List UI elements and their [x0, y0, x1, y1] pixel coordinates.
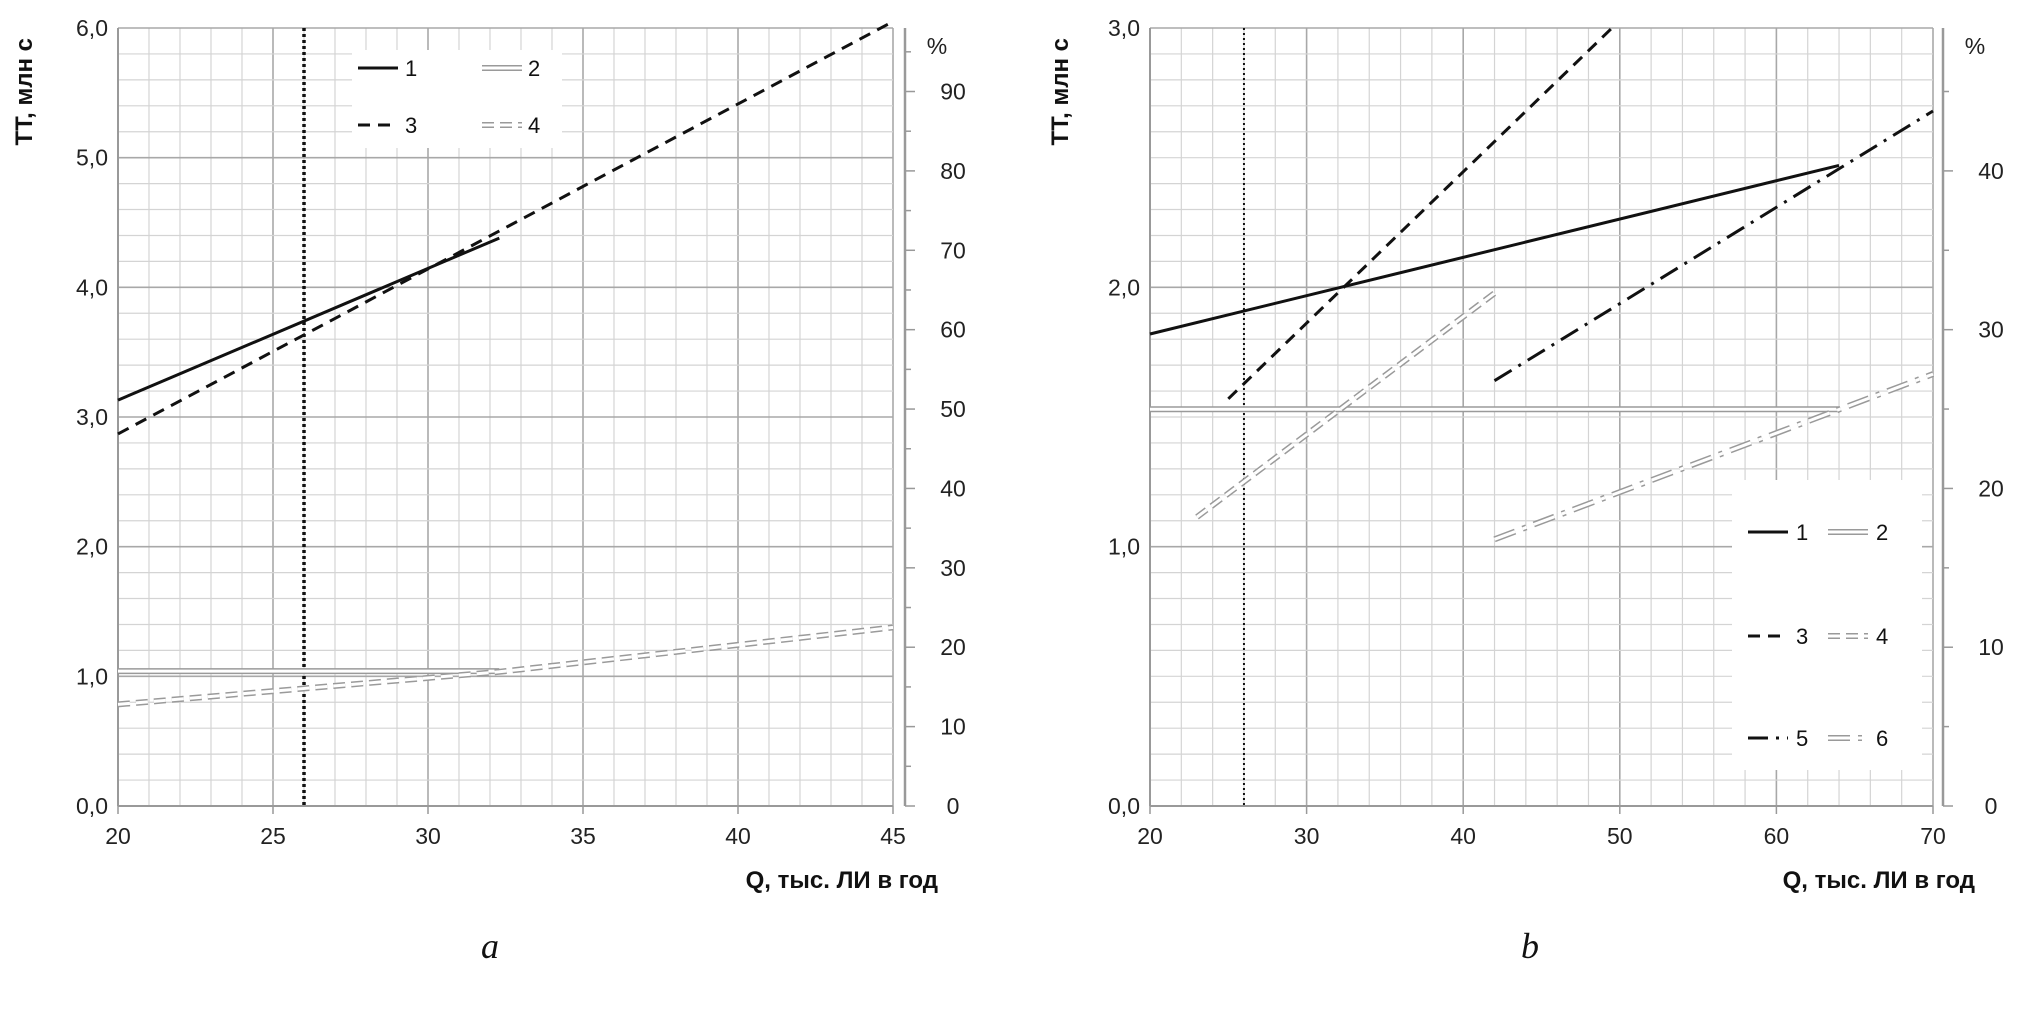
y2-tick-label: 80 — [940, 158, 966, 184]
series-line-5 — [1493, 109, 1934, 382]
y-tick-label: 6,0 — [76, 15, 108, 41]
y-tick-label: 5,0 — [76, 145, 108, 171]
y2-tick-label: 70 — [940, 237, 966, 263]
y-tick-label: 1,0 — [1108, 534, 1140, 560]
y-axis-label: TT, млн с — [1047, 38, 1074, 146]
x-tick-label: 20 — [105, 823, 131, 849]
x-axis-label: Q, тыс. ЛИ в год — [1783, 867, 1975, 894]
y2-tick-label: 20 — [940, 634, 966, 660]
y2-tick-label: 30 — [940, 555, 966, 581]
y2-tick-label: 0 — [1985, 793, 1998, 819]
y2-tick-label: 10 — [1978, 634, 2004, 660]
y2-tick-label: 0 — [947, 793, 960, 819]
legend-label: 3 — [405, 113, 417, 138]
series-line-4 — [117, 624, 894, 708]
x-tick-label: 45 — [880, 823, 906, 849]
legend-label: 2 — [528, 56, 540, 81]
y-tick-label: 0,0 — [76, 793, 108, 819]
x-tick-label: 50 — [1607, 823, 1633, 849]
series-line-4 — [1195, 290, 1497, 520]
legend-background — [352, 50, 562, 148]
y-tick-label: 0,0 — [1108, 793, 1140, 819]
gridlines — [1149, 27, 1934, 807]
legend-label: 1 — [405, 56, 417, 81]
y-tick-label: 2,0 — [1108, 274, 1140, 300]
series-line-3 — [1227, 26, 1614, 400]
y-tick-label: 3,0 — [76, 404, 108, 430]
x-tick-label: 60 — [1764, 823, 1790, 849]
y2-tick-label: 60 — [940, 317, 966, 343]
series-line-1 — [117, 236, 500, 402]
y-tick-label: 3,0 — [1108, 15, 1140, 41]
y-tick-label: 4,0 — [76, 274, 108, 300]
legend-label: 6 — [1876, 726, 1888, 751]
legend: 1 2 3 4 — [352, 50, 562, 148]
legend-label: 1 — [1796, 520, 1808, 545]
y-axis-label: TT, млн с — [11, 38, 38, 146]
chart-panel-b: 20 30 40 50 60 70 0,0 1,0 2,0 3,0 0 10 20 30 40% Q, тыс… — [1047, 15, 2004, 966]
x-tick-label: 35 — [570, 823, 596, 849]
y2-tick-label: 40 — [1978, 158, 2004, 184]
x-tick-label: 25 — [260, 823, 286, 849]
y2-tick-label: 30 — [1978, 317, 2004, 343]
legend-label: 3 — [1796, 624, 1808, 649]
legend-label: 2 — [1876, 520, 1888, 545]
x-tick-label: 40 — [1450, 823, 1476, 849]
y-tick-label: 2,0 — [76, 534, 108, 560]
x-tick-label: 70 — [1920, 823, 1946, 849]
y2-tick-label: 50 — [940, 396, 966, 422]
y2-tick-label: 40 — [940, 475, 966, 501]
chart-panel-a: 20 25 30 35 40 45 0,0 1,0 2,0 3,0 4,0 5,0 6,0 0 10 20 30… — [11, 15, 966, 966]
series-line-3 — [117, 20, 894, 436]
y2-tick-label: 90 — [940, 79, 966, 105]
legend-label: 4 — [1876, 624, 1888, 649]
x-tick-label: 40 — [725, 823, 751, 849]
y-tick-label: 1,0 — [76, 663, 108, 689]
legend-label: 5 — [1796, 726, 1808, 751]
legend-label: 4 — [528, 113, 540, 138]
y2-tick-label: 10 — [940, 714, 966, 740]
y2-axis-label: % — [1965, 33, 1985, 59]
series-line-1 — [1149, 163, 1840, 336]
x-axis-label: Q, тыс. ЛИ в год — [746, 867, 938, 894]
x-tick-label: 20 — [1137, 823, 1163, 849]
panel-label: a — [481, 926, 499, 966]
series-line-6 — [1493, 371, 1935, 543]
y2-axis-label: % — [927, 33, 947, 59]
panel-label: b — [1521, 926, 1539, 966]
x-tick-label: 30 — [1294, 823, 1320, 849]
legend: 1 2 3 4 5 6 — [1732, 480, 1922, 770]
gridlines — [117, 27, 894, 807]
x-tick-label: 30 — [415, 823, 441, 849]
y2-tick-label: 20 — [1978, 475, 2004, 501]
legend-background — [1732, 480, 1922, 770]
